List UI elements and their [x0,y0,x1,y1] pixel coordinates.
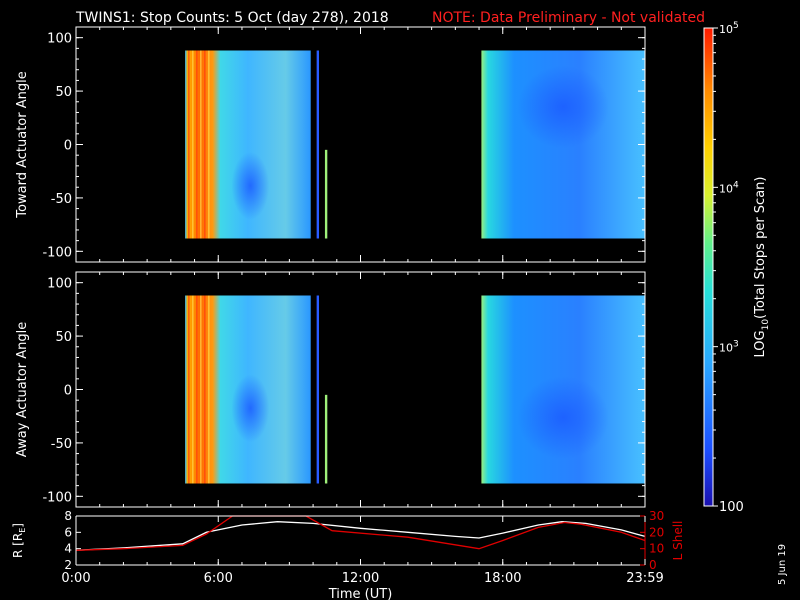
x-tick-label: 6:00 [204,571,233,586]
right-y-tick-label: 20 [649,525,664,539]
right-y-tick-label: 30 [649,509,664,523]
colorbar-tick-label: 105 [719,21,739,36]
y-tick-label: 0 [64,384,72,399]
data-block [316,295,320,484]
low-count-region [517,376,610,460]
right-y-tick-label: 10 [649,542,664,556]
colorbar-tick-label: 104 [719,180,739,195]
colorbar-tick-label: 103 [719,340,739,355]
y-tick-label: 100 [47,277,72,292]
colorbar-label: LOG10(Total Stops per Scan) [753,177,771,358]
x-tick-label: 23:59 [626,571,663,586]
y-tick-label: -100 [42,245,72,260]
x-tick-label: 12:00 [342,571,379,586]
stripe-mark [200,295,202,484]
right-y-tick-label: 0 [649,558,657,572]
preliminary-note: NOTE: Data Preliminary - Not validated [432,10,705,26]
data-block [324,149,328,239]
left-y-tick-label: 6 [64,525,72,539]
colorbar-scale [703,27,714,507]
lshell-line [75,515,646,551]
low-count-region [231,152,270,220]
heatmap-panel-toward: 100 50 0 -50 -100 Toward Actuator Angle [15,26,646,263]
y-axis-label: Away Actuator Angle [15,322,30,457]
y-tick-label: 50 [55,85,72,100]
stripe-mark [208,295,210,484]
data-block [316,50,320,239]
left-y-tick-label: 2 [64,558,72,572]
left-y-axis-label: R [RE] [11,523,27,558]
y-tick-label: 100 [47,32,72,47]
y-tick-label: -50 [51,192,72,207]
stripe-mark [200,50,202,239]
stripe-mark [208,50,210,239]
stripe-mark [188,295,190,484]
chart-title: TWINS1: Stop Counts: 5 Oct (day 278), 20… [75,10,389,26]
heatmap-panel-away: 100 50 0 -50 -100 Away Actuator Angle [15,271,646,508]
orbit-panel: 8 6 4 2 30 20 10 0 0:00 6:00 12:00 18:00 23:59 Time (… [11,509,685,600]
stripe-mark [192,50,194,239]
low-count-region [517,65,610,149]
y-tick-label: 50 [55,330,72,345]
x-tick-label: 18:00 [484,571,521,586]
y-tick-label: -50 [51,437,72,452]
x-tick-label: 0:00 [61,571,90,586]
stripe-mark [192,295,194,484]
stripe-mark [204,50,206,239]
y-axis-label: Toward Actuator Angle [15,71,30,218]
radius-line [75,521,646,551]
y-tick-label: -100 [42,490,72,505]
left-y-tick-label: 8 [64,509,72,523]
colorbar-tick-label: 100 [719,500,744,515]
stripe-mark [196,50,198,239]
stripe-mark [188,50,190,239]
right-y-axis-label: L Shell [671,521,685,561]
y-tick-label: 0 [64,139,72,154]
low-count-region [231,374,270,443]
date-stamp: 5 Jun 19 [777,544,788,585]
stripe-mark [196,295,198,484]
x-axis-label: Time (UT) [328,587,393,600]
colorbar: 105 104 103 100 LOG10(Total Stops per Scan) [703,21,771,515]
left-y-tick-label: 4 [64,542,72,556]
stripe-mark [204,295,206,484]
data-block [324,394,328,484]
